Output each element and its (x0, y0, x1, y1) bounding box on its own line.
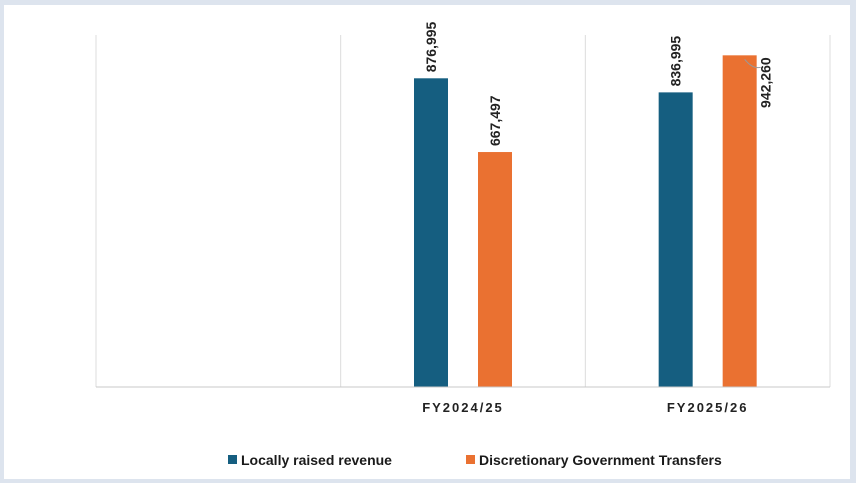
chart-frame: 876,995 667,497 836,995 942,260 FY2024/25 FY… (4, 5, 850, 479)
legend: Locally raised revenue Discretionary Gove… (228, 452, 722, 468)
legend-label: Locally raised revenue (241, 452, 392, 468)
bars-group (414, 55, 757, 388)
bar (414, 78, 448, 387)
legend-swatch (466, 455, 475, 464)
x-tick-labels: FY2024/25 FY2025/26 (422, 400, 749, 415)
bar (478, 152, 512, 387)
legend-swatch (228, 455, 237, 464)
data-label: 667,497 (487, 95, 503, 146)
data-label: 876,995 (423, 21, 439, 72)
label-leader-line (744, 59, 761, 69)
x-tick-label: FY2024/25 (422, 400, 504, 415)
data-label: 836,995 (668, 36, 684, 87)
bar (722, 55, 757, 388)
bar (658, 92, 693, 388)
legend-label: Discretionary Government Transfers (479, 452, 722, 468)
data-labels-group: 876,995 667,497 836,995 942,260 (423, 21, 774, 146)
category-dividers (95, 35, 831, 387)
x-tick-label: FY2025/26 (667, 400, 749, 415)
data-label: 942,260 (758, 57, 774, 108)
